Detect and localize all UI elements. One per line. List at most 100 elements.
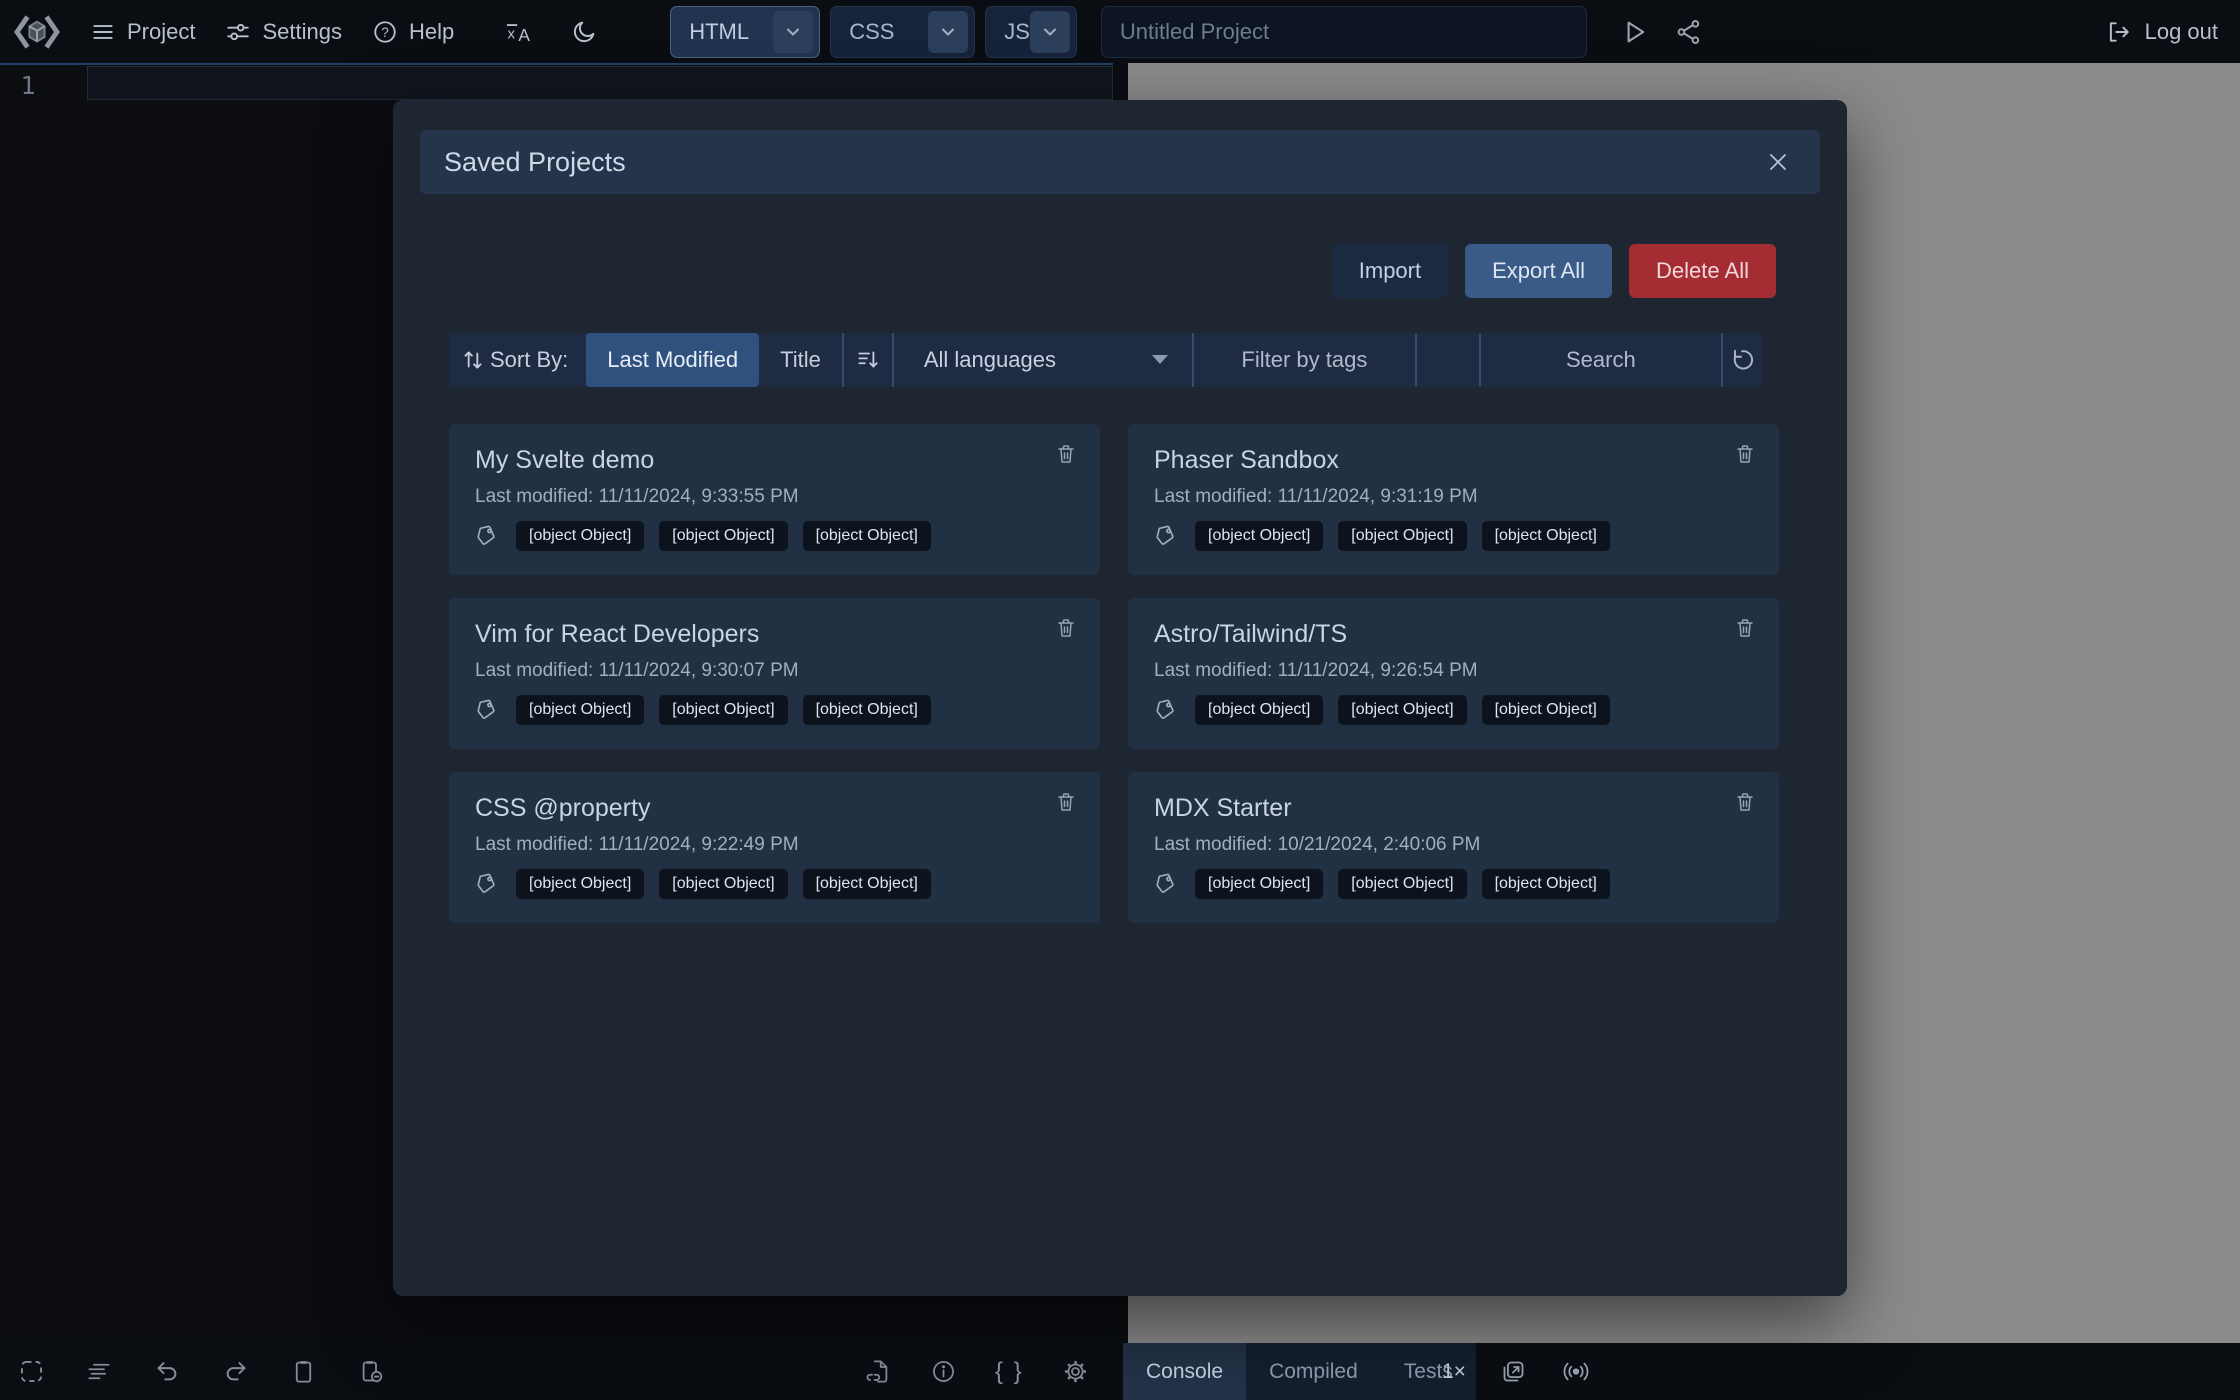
trash-icon[interactable] <box>1733 442 1757 466</box>
output-tab-label: Compiled <box>1269 1359 1358 1383</box>
project-tag: [object Object] <box>1195 869 1324 899</box>
hamburger-icon <box>90 19 116 45</box>
toolbar-divider <box>841 333 844 387</box>
language-tabs: HTML CSS JS <box>670 5 1077 58</box>
panel-tools: { } <box>865 1343 1089 1400</box>
project-tag: [object Object] <box>802 695 931 725</box>
preview-tools: 1× <box>1442 1343 1591 1400</box>
language-select[interactable]: JS <box>985 5 1077 58</box>
moon-icon[interactable] <box>570 18 598 46</box>
project-modified: Last modified: 11/11/2024, 9:33:55 PM <box>475 486 799 507</box>
project-card[interactable]: CSS @property Last modified: 11/11/2024,… <box>449 772 1100 923</box>
language-filter-value: All languages <box>923 347 1056 372</box>
select-all-icon[interactable] <box>18 1358 45 1385</box>
modal-actions: Import Export All Delete All <box>1331 244 1776 298</box>
translate-icon[interactable]: x A <box>504 18 534 46</box>
sort-direction-icon[interactable] <box>844 333 892 387</box>
external-window-icon[interactable] <box>1500 1358 1527 1385</box>
menu-settings[interactable]: Settings <box>225 19 342 45</box>
clipboard-paste-icon[interactable] <box>358 1358 385 1385</box>
export-file-icon[interactable] <box>865 1358 892 1385</box>
top-bar: Project Settings ? Help x A <box>0 0 2240 63</box>
output-tab[interactable]: Console <box>1123 1343 1247 1400</box>
project-card[interactable]: My Svelte demo Last modified: 11/11/2024… <box>449 424 1100 575</box>
clipboard-copy-icon[interactable] <box>290 1358 317 1385</box>
project-title: My Svelte demo <box>475 446 655 474</box>
project-tag: [object Object] <box>802 521 931 551</box>
output-tab[interactable]: Compiled <box>1246 1343 1381 1400</box>
sort-options: Last Modified Title <box>586 333 842 387</box>
trash-icon[interactable] <box>1054 442 1078 466</box>
import-button[interactable]: Import <box>1331 244 1449 298</box>
menu-help[interactable]: ? Help <box>372 19 454 45</box>
gear-icon[interactable] <box>1062 1358 1089 1385</box>
toolbar-divider <box>1414 333 1417 387</box>
tag-icon <box>475 871 501 897</box>
question-icon: ? <box>372 19 398 45</box>
project-name-input[interactable] <box>1100 5 1587 58</box>
trash-icon[interactable] <box>1733 616 1757 640</box>
sort-option[interactable]: Last Modified <box>586 333 760 387</box>
undo-icon[interactable] <box>154 1358 181 1385</box>
project-card[interactable]: Astro/Tailwind/TS Last modified: 11/11/2… <box>1128 598 1779 749</box>
svg-text:?: ? <box>381 24 389 39</box>
filter-tags-input[interactable] <box>1193 333 1415 387</box>
project-tag-pills: [object Object] [object Object] [object Ob… <box>1195 869 1610 899</box>
project-tag-pills: [object Object] [object Object] [object Ob… <box>1195 521 1610 551</box>
project-card[interactable]: Vim for React Developers Last modified: … <box>449 598 1100 749</box>
output-tab[interactable]: Tests <box>1381 1343 1476 1400</box>
logout-icon <box>2106 19 2132 45</box>
project-tag-pills: [object Object] [object Object] [object Ob… <box>1195 695 1610 725</box>
sort-option[interactable]: Title <box>759 333 842 387</box>
line-number: 1 <box>20 71 36 100</box>
search-input[interactable] <box>1480 333 1721 387</box>
sliders-icon <box>225 19 251 45</box>
language-select[interactable]: CSS <box>830 5 976 58</box>
info-icon[interactable] <box>930 1358 957 1385</box>
project-tag: [object Object] <box>802 869 931 899</box>
project-title: Astro/Tailwind/TS <box>1154 620 1348 648</box>
toolbar-divider <box>1191 333 1194 387</box>
close-icon[interactable] <box>1762 146 1794 178</box>
project-card[interactable]: MDX Starter Last modified: 10/21/2024, 2… <box>1128 772 1779 923</box>
delete-all-button[interactable]: Delete All <box>1629 244 1776 298</box>
modal-header: Saved Projects <box>420 130 1820 194</box>
project-tags-row: [object Object] [object Object] [object Ob… <box>475 869 1074 899</box>
project-tags-row: [object Object] [object Object] [object Ob… <box>1154 869 1753 899</box>
run-icon[interactable] <box>1621 18 1649 46</box>
refresh-icon[interactable] <box>1723 333 1762 387</box>
toolbar-divider <box>891 333 894 387</box>
language-filter-select[interactable]: All languages <box>894 333 1192 387</box>
saved-projects-modal: Saved Projects Import Export All Delete … <box>393 100 1847 1296</box>
project-tag: [object Object] <box>659 521 788 551</box>
language-select[interactable]: HTML <box>670 5 821 58</box>
project-tag: [object Object] <box>516 695 645 725</box>
braces-icon[interactable]: { } <box>995 1357 1024 1385</box>
projects-grid: My Svelte demo Last modified: 11/11/2024… <box>449 424 1779 923</box>
format-code-icon[interactable] <box>86 1358 113 1385</box>
export-all-button[interactable]: Export All <box>1465 244 1613 298</box>
trash-icon[interactable] <box>1054 790 1078 814</box>
trash-icon[interactable] <box>1054 616 1078 640</box>
redo-icon[interactable] <box>222 1358 249 1385</box>
menu-project[interactable]: Project <box>90 19 195 45</box>
chevron-down-icon[interactable] <box>773 10 814 53</box>
project-tag: [object Object] <box>1481 521 1610 551</box>
chevron-down-icon[interactable] <box>928 10 969 53</box>
project-tags-row: [object Object] [object Object] [object Ob… <box>1154 521 1753 551</box>
project-tag: [object Object] <box>516 521 645 551</box>
toolbar-spacer <box>1417 333 1479 387</box>
project-card[interactable]: Phaser Sandbox Last modified: 11/11/2024… <box>1128 424 1779 575</box>
project-title: Phaser Sandbox <box>1154 446 1339 474</box>
project-modified: Last modified: 11/11/2024, 9:22:49 PM <box>475 834 799 855</box>
logout-button[interactable]: Log out <box>2106 19 2218 45</box>
project-modified: Last modified: 11/11/2024, 9:31:19 PM <box>1154 486 1478 507</box>
sort-option-label: Last Modified <box>607 347 739 372</box>
language-select-label: JS <box>1004 18 1030 44</box>
share-icon[interactable] <box>1675 18 1703 46</box>
zoom-level[interactable]: 1× <box>1442 1359 1466 1383</box>
project-tags-row: [object Object] [object Object] [object Ob… <box>475 695 1074 725</box>
broadcast-icon[interactable] <box>1561 1358 1591 1385</box>
trash-icon[interactable] <box>1733 790 1757 814</box>
chevron-down-icon[interactable] <box>1029 10 1070 53</box>
